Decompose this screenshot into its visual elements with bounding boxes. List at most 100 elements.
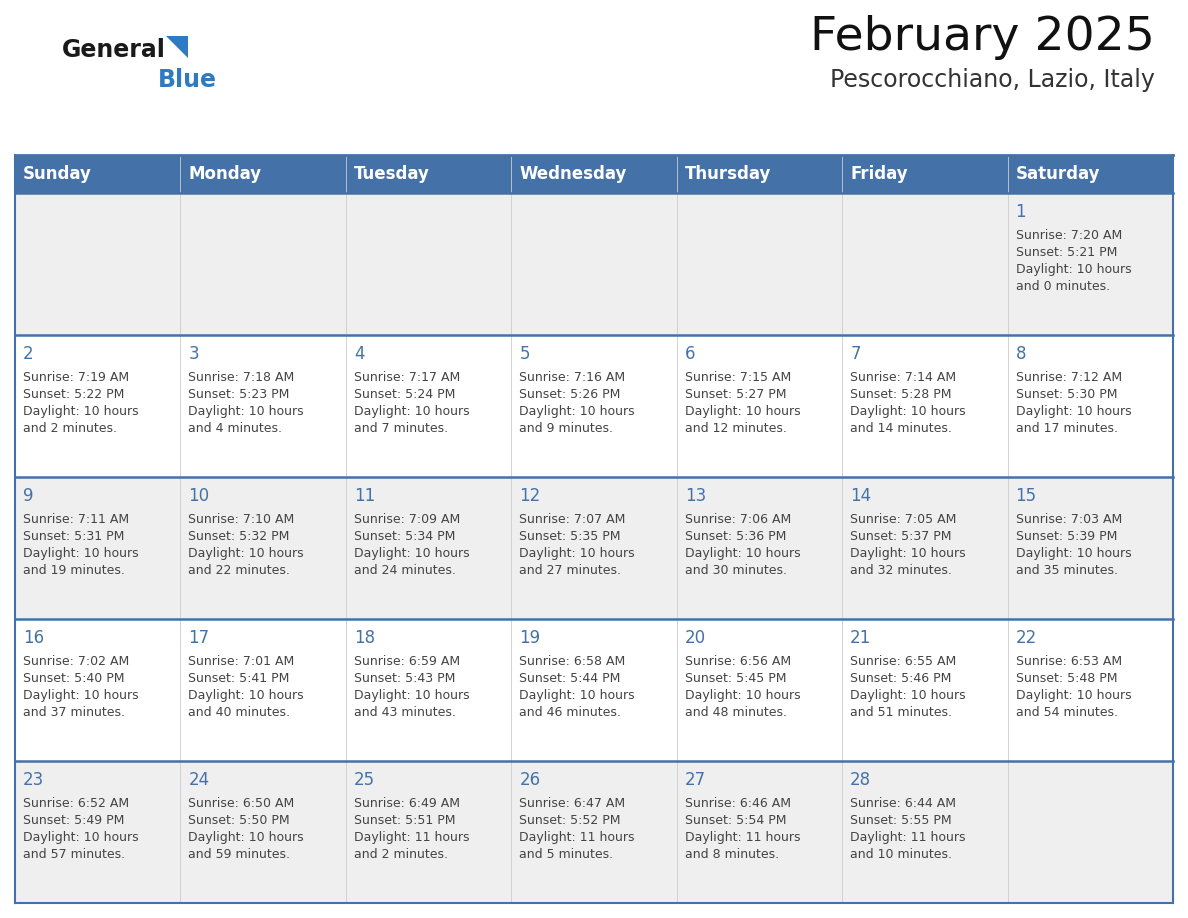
Bar [181, 761, 346, 903]
Bar [15, 335, 181, 477]
Text: Sunrise: 6:47 AM: Sunrise: 6:47 AM [519, 797, 625, 810]
Text: and 2 minutes.: and 2 minutes. [354, 848, 448, 861]
Text: Sunset: 5:41 PM: Sunset: 5:41 PM [189, 672, 290, 685]
Text: and 9 minutes.: and 9 minutes. [519, 422, 613, 435]
Text: 19: 19 [519, 629, 541, 647]
Text: Pescorocchiano, Lazio, Italy: Pescorocchiano, Lazio, Italy [830, 68, 1155, 92]
Text: Sunset: 5:44 PM: Sunset: 5:44 PM [519, 672, 620, 685]
Text: Daylight: 10 hours: Daylight: 10 hours [1016, 405, 1131, 418]
Text: Daylight: 10 hours: Daylight: 10 hours [519, 405, 634, 418]
Text: Daylight: 10 hours: Daylight: 10 hours [23, 831, 139, 844]
Bar [346, 155, 511, 193]
Bar [181, 155, 346, 193]
Text: Daylight: 10 hours: Daylight: 10 hours [354, 547, 469, 560]
Text: Sunset: 5:24 PM: Sunset: 5:24 PM [354, 388, 455, 401]
Text: Sunrise: 7:03 AM: Sunrise: 7:03 AM [1016, 513, 1121, 526]
Text: 16: 16 [23, 629, 44, 647]
Text: Sunrise: 7:14 AM: Sunrise: 7:14 AM [851, 371, 956, 384]
Text: Sunset: 5:43 PM: Sunset: 5:43 PM [354, 672, 455, 685]
Text: 1: 1 [1016, 203, 1026, 221]
Text: Friday: Friday [851, 165, 908, 183]
Text: and 57 minutes.: and 57 minutes. [23, 848, 125, 861]
Text: Sunset: 5:34 PM: Sunset: 5:34 PM [354, 530, 455, 543]
Text: and 27 minutes.: and 27 minutes. [519, 564, 621, 577]
Text: Sunrise: 7:12 AM: Sunrise: 7:12 AM [1016, 371, 1121, 384]
Text: Daylight: 10 hours: Daylight: 10 hours [851, 689, 966, 702]
Bar [842, 335, 1007, 477]
Bar [15, 619, 181, 761]
Bar [842, 193, 1007, 335]
Text: Daylight: 10 hours: Daylight: 10 hours [189, 831, 304, 844]
Text: and 43 minutes.: and 43 minutes. [354, 706, 456, 719]
Text: Sunset: 5:51 PM: Sunset: 5:51 PM [354, 814, 455, 827]
Text: Sunset: 5:40 PM: Sunset: 5:40 PM [23, 672, 125, 685]
Text: Sunrise: 6:58 AM: Sunrise: 6:58 AM [519, 655, 626, 668]
Text: Daylight: 10 hours: Daylight: 10 hours [1016, 689, 1131, 702]
Bar [511, 155, 677, 193]
Text: Sunrise: 6:56 AM: Sunrise: 6:56 AM [684, 655, 791, 668]
Text: Sunset: 5:46 PM: Sunset: 5:46 PM [851, 672, 952, 685]
Text: 6: 6 [684, 345, 695, 363]
Text: Sunrise: 6:44 AM: Sunrise: 6:44 AM [851, 797, 956, 810]
Text: Sunrise: 6:46 AM: Sunrise: 6:46 AM [684, 797, 791, 810]
Text: Sunset: 5:49 PM: Sunset: 5:49 PM [23, 814, 125, 827]
Text: Daylight: 10 hours: Daylight: 10 hours [354, 405, 469, 418]
Text: Sunset: 5:52 PM: Sunset: 5:52 PM [519, 814, 621, 827]
Text: Sunset: 5:50 PM: Sunset: 5:50 PM [189, 814, 290, 827]
Text: Tuesday: Tuesday [354, 165, 430, 183]
Text: Sunrise: 7:19 AM: Sunrise: 7:19 AM [23, 371, 129, 384]
Text: Sunset: 5:37 PM: Sunset: 5:37 PM [851, 530, 952, 543]
Text: and 5 minutes.: and 5 minutes. [519, 848, 613, 861]
Text: 13: 13 [684, 487, 706, 505]
Text: Sunset: 5:45 PM: Sunset: 5:45 PM [684, 672, 786, 685]
Bar [511, 761, 677, 903]
Text: and 30 minutes.: and 30 minutes. [684, 564, 786, 577]
Bar [346, 761, 511, 903]
Bar [677, 335, 842, 477]
Text: and 22 minutes.: and 22 minutes. [189, 564, 290, 577]
Text: 7: 7 [851, 345, 860, 363]
Text: and 54 minutes.: and 54 minutes. [1016, 706, 1118, 719]
Text: Sunset: 5:22 PM: Sunset: 5:22 PM [23, 388, 125, 401]
Bar [1007, 477, 1173, 619]
Bar [842, 761, 1007, 903]
Text: Sunrise: 7:01 AM: Sunrise: 7:01 AM [189, 655, 295, 668]
Text: 2: 2 [23, 345, 33, 363]
Text: Sunrise: 6:50 AM: Sunrise: 6:50 AM [189, 797, 295, 810]
Bar [181, 335, 346, 477]
Bar [15, 155, 181, 193]
Text: 15: 15 [1016, 487, 1037, 505]
Text: Daylight: 11 hours: Daylight: 11 hours [354, 831, 469, 844]
Text: Daylight: 10 hours: Daylight: 10 hours [23, 405, 139, 418]
Text: Daylight: 11 hours: Daylight: 11 hours [851, 831, 966, 844]
Polygon shape [166, 36, 188, 58]
Text: Sunset: 5:39 PM: Sunset: 5:39 PM [1016, 530, 1117, 543]
Text: Daylight: 10 hours: Daylight: 10 hours [684, 689, 801, 702]
Bar [842, 155, 1007, 193]
Text: Saturday: Saturday [1016, 165, 1100, 183]
Text: 5: 5 [519, 345, 530, 363]
Text: 25: 25 [354, 771, 375, 789]
Text: and 32 minutes.: and 32 minutes. [851, 564, 952, 577]
Text: 18: 18 [354, 629, 375, 647]
Text: and 51 minutes.: and 51 minutes. [851, 706, 952, 719]
Text: Daylight: 10 hours: Daylight: 10 hours [519, 689, 634, 702]
Text: Monday: Monday [189, 165, 261, 183]
Text: 20: 20 [684, 629, 706, 647]
Text: 27: 27 [684, 771, 706, 789]
Text: 28: 28 [851, 771, 871, 789]
Text: Sunrise: 7:05 AM: Sunrise: 7:05 AM [851, 513, 956, 526]
Text: and 8 minutes.: and 8 minutes. [684, 848, 779, 861]
Text: and 17 minutes.: and 17 minutes. [1016, 422, 1118, 435]
Bar [511, 477, 677, 619]
Text: Sunset: 5:26 PM: Sunset: 5:26 PM [519, 388, 620, 401]
Text: 22: 22 [1016, 629, 1037, 647]
Text: and 24 minutes.: and 24 minutes. [354, 564, 456, 577]
Text: and 59 minutes.: and 59 minutes. [189, 848, 290, 861]
Text: Sunset: 5:30 PM: Sunset: 5:30 PM [1016, 388, 1117, 401]
Text: Daylight: 10 hours: Daylight: 10 hours [1016, 547, 1131, 560]
Text: and 10 minutes.: and 10 minutes. [851, 848, 952, 861]
Text: Sunday: Sunday [23, 165, 91, 183]
Text: Sunrise: 6:55 AM: Sunrise: 6:55 AM [851, 655, 956, 668]
Bar [1007, 619, 1173, 761]
